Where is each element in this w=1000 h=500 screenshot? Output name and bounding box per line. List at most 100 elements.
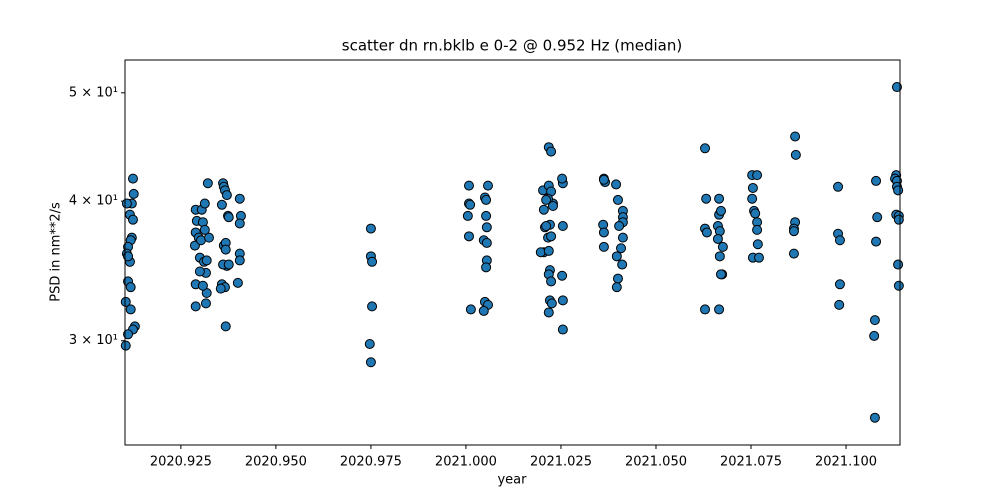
point — [546, 146, 557, 157]
point — [790, 149, 801, 160]
point — [714, 251, 725, 262]
point — [481, 194, 492, 205]
point — [234, 255, 245, 266]
point — [478, 305, 489, 316]
point — [125, 282, 136, 293]
point — [215, 283, 226, 294]
point — [752, 239, 763, 250]
point — [543, 307, 554, 318]
point — [194, 266, 205, 277]
x-tick-label: 2020.925 — [150, 455, 212, 470]
point — [482, 180, 493, 191]
point — [747, 182, 758, 193]
point — [790, 131, 801, 142]
point — [612, 194, 623, 205]
point — [617, 232, 628, 243]
point — [616, 243, 627, 254]
point — [125, 304, 136, 315]
y-tick-label: 3 × 10¹ — [69, 333, 118, 348]
point — [364, 338, 375, 349]
point — [871, 236, 882, 247]
point — [714, 304, 725, 315]
point — [481, 210, 492, 221]
point — [617, 259, 628, 270]
point — [541, 194, 552, 205]
point — [750, 208, 761, 219]
point — [123, 251, 134, 262]
point — [216, 199, 227, 210]
point — [201, 255, 212, 266]
x-tick-label: 2021.075 — [720, 455, 782, 470]
point — [481, 222, 492, 233]
point — [365, 223, 376, 234]
point — [557, 270, 568, 281]
point — [234, 193, 245, 204]
point — [535, 247, 546, 258]
x-tick-label: 2021.100 — [815, 455, 877, 470]
point — [715, 205, 726, 216]
point — [869, 315, 880, 326]
point — [547, 201, 558, 212]
point — [598, 174, 609, 185]
x-tick-label: 2020.975 — [340, 455, 402, 470]
point — [893, 259, 904, 270]
point — [712, 233, 723, 244]
point — [203, 232, 214, 243]
point — [127, 214, 138, 225]
point — [893, 280, 904, 291]
point — [190, 301, 201, 312]
point — [700, 143, 711, 154]
point — [463, 180, 474, 191]
y-tick-label: 5 × 10¹ — [69, 85, 118, 100]
y-tick-label: 4 × 10¹ — [69, 194, 118, 209]
point — [462, 210, 473, 221]
point — [541, 221, 552, 232]
point — [872, 212, 883, 223]
point — [701, 193, 712, 204]
point — [611, 179, 622, 190]
point — [465, 199, 476, 210]
point — [557, 295, 568, 306]
point — [200, 298, 211, 309]
point — [557, 173, 568, 184]
point — [223, 259, 234, 270]
point — [121, 198, 132, 209]
point — [701, 227, 712, 238]
point — [481, 237, 492, 248]
point — [367, 301, 378, 312]
point — [833, 181, 844, 192]
point — [543, 245, 554, 256]
point — [123, 329, 134, 340]
point — [365, 357, 376, 368]
point — [747, 193, 758, 204]
point — [546, 276, 557, 287]
point — [752, 170, 763, 181]
x-tick-label: 2021.000 — [435, 455, 497, 470]
point — [598, 227, 609, 238]
point — [367, 256, 378, 267]
point — [223, 212, 234, 223]
point — [202, 178, 213, 189]
point — [788, 248, 799, 259]
point — [197, 280, 208, 291]
point — [611, 282, 622, 293]
point — [714, 193, 725, 204]
point — [614, 221, 625, 232]
point — [834, 299, 845, 310]
point — [893, 185, 904, 196]
point — [199, 224, 210, 235]
point — [557, 221, 568, 232]
point — [598, 241, 609, 252]
point — [871, 175, 882, 186]
point — [220, 244, 231, 255]
point — [753, 252, 764, 263]
point — [891, 82, 902, 93]
point — [788, 226, 799, 237]
chart-title: scatter dn rn.bklb e 0-2 @ 0.952 Hz (med… — [342, 37, 682, 55]
point — [834, 235, 845, 246]
point — [463, 231, 474, 242]
point — [557, 324, 568, 335]
point — [869, 330, 880, 341]
point — [612, 273, 623, 284]
